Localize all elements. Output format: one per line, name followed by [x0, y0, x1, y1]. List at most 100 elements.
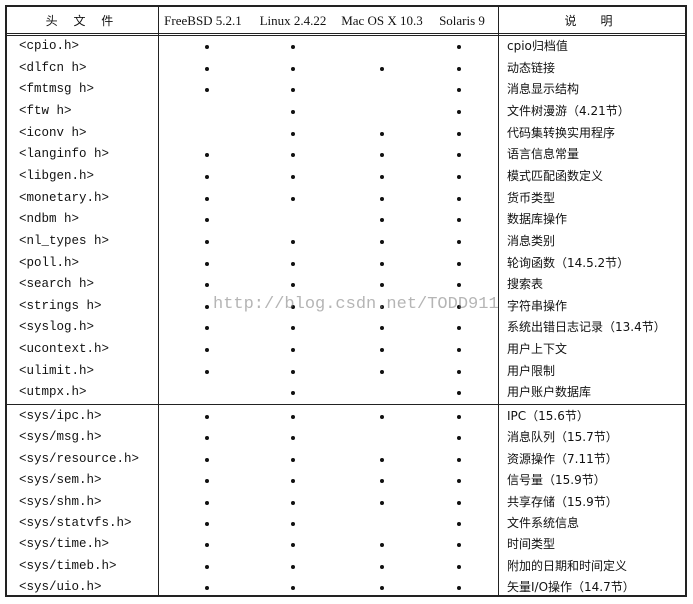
table-row: <utmpx.h> 用户账户数据库: [7, 382, 685, 404]
table-row: <ucontext.h> 用户上下文: [7, 339, 685, 361]
supported-bullet: [457, 239, 461, 244]
description: 用户限制: [507, 363, 556, 378]
description: 消息类别: [507, 233, 556, 248]
table-row: <dlfcn h> 动态链接: [7, 58, 685, 80]
header-file-name: <iconv h>: [19, 125, 87, 140]
supported-bullet: [291, 239, 295, 244]
supported-bullet: [291, 66, 295, 71]
header-file-name: <fmtmsg h>: [19, 82, 95, 97]
supported-bullet: [205, 500, 209, 505]
supported-bullet: [457, 436, 461, 441]
supported-bullet: [291, 479, 295, 484]
table-row: <langinfo h> 语言信息常量: [7, 144, 685, 166]
supported-bullet: [380, 543, 384, 548]
header-file: 头 文 件: [45, 14, 120, 28]
supported-bullet: [380, 479, 384, 484]
table-row: <strings h> 字符串操作: [7, 296, 685, 318]
supported-bullet: [291, 348, 295, 353]
header-macos: Mac OS X 10.3: [341, 13, 423, 28]
description: 用户账户数据库: [507, 385, 592, 400]
table-row: <sys/time.h> 时间类型: [7, 534, 685, 556]
header-file-name: <nl_types h>: [19, 233, 110, 248]
description: 动态链接: [507, 60, 556, 75]
supported-bullet: [291, 586, 295, 591]
supported-bullet: [291, 174, 295, 179]
supported-bullet: [457, 391, 461, 396]
description: 信号量（15.9节）: [507, 473, 606, 488]
supported-bullet: [457, 88, 461, 93]
supported-bullet: [205, 436, 209, 441]
supported-bullet: [291, 88, 295, 93]
supported-bullet: [291, 369, 295, 374]
supported-bullet: [380, 457, 384, 462]
supported-bullet: [380, 586, 384, 591]
supported-bullet: [457, 348, 461, 353]
supported-bullet: [457, 415, 461, 419]
supported-bullet: [205, 479, 209, 484]
table-row: <sys/ipc.h> IPC（15.6节）: [7, 406, 685, 428]
table-row: <poll.h> 轮询函数（14.5.2节）: [7, 253, 685, 275]
section-divider: [7, 404, 685, 405]
description: cpio归档值: [507, 39, 568, 53]
header-file-name: <poll.h>: [19, 255, 80, 270]
supported-bullet: [291, 131, 295, 136]
supported-bullet: [291, 564, 295, 569]
description: 搜索表: [507, 277, 544, 292]
header-file-name: <utmpx.h>: [19, 385, 87, 400]
description: 字符串操作: [507, 298, 568, 313]
table-row: <search h> 搜索表: [7, 274, 685, 296]
table-row: <sys/timeb.h> 附加的日期和时间定义: [7, 556, 685, 578]
supported-bullet: [291, 326, 295, 331]
supported-bullet: [205, 586, 209, 591]
header-file-name: <ftw h>: [19, 103, 72, 118]
supported-bullet: [457, 479, 461, 484]
description: 矢量I/O操作（14.7节）: [507, 580, 635, 595]
table-row: <sys/msg.h> 消息队列（15.7节）: [7, 427, 685, 449]
supported-bullet: [457, 586, 461, 591]
description: 时间类型: [507, 537, 556, 552]
supported-bullet: [457, 131, 461, 136]
supported-bullet: [457, 109, 461, 114]
header-file-name: <sys/shm.h>: [19, 494, 102, 509]
description: 附加的日期和时间定义: [507, 558, 628, 573]
header-description: 说 明: [564, 14, 619, 28]
header-file-name: <libgen.h>: [19, 168, 95, 183]
supported-bullet: [457, 326, 461, 331]
header-file-name: <sys/statvfs.h>: [19, 516, 132, 530]
supported-bullet: [205, 304, 209, 309]
table-row: <libgen.h> 模式匹配函数定义: [7, 166, 685, 188]
description: 货币类型: [507, 190, 556, 205]
supported-bullet: [205, 415, 209, 419]
table-row: <ulimit.h> 用户限制: [7, 361, 685, 383]
header-file-name: <sys/sem.h>: [19, 473, 102, 488]
supported-bullet: [380, 239, 384, 244]
supported-bullet: [380, 218, 384, 223]
table-row: <ftw h> 文件树漫游（4.21节）: [7, 101, 685, 123]
supported-bullet: [205, 174, 209, 179]
supported-bullet: [380, 174, 384, 179]
description: IPC（15.6节）: [507, 409, 589, 423]
supported-bullet: [457, 174, 461, 179]
supported-bullet: [291, 283, 295, 288]
description: 文件树漫游（4.21节）: [507, 103, 630, 118]
header-divider: [7, 35, 685, 36]
table-row: <syslog.h> 系统出错日志记录（13.4节）: [7, 317, 685, 339]
description: 共享存储（15.9节）: [507, 494, 618, 509]
column-divider: [158, 7, 159, 595]
supported-bullet: [205, 66, 209, 71]
table-row: <fmtmsg h> 消息显示结构: [7, 79, 685, 101]
header-file-name: <sys/time.h>: [19, 537, 110, 552]
supported-bullet: [457, 45, 461, 49]
supported-bullet: [291, 196, 295, 201]
supported-bullet: [205, 369, 209, 374]
table-row: <sys/uio.h> 矢量I/O操作（14.7节）: [7, 577, 685, 599]
header-file-name: <search h>: [19, 277, 95, 292]
table-row: <sys/sem.h> 信号量（15.9节）: [7, 470, 685, 492]
supported-bullet: [205, 543, 209, 548]
supported-bullet: [380, 196, 384, 201]
supported-bullet: [291, 261, 295, 266]
description: 消息显示结构: [507, 82, 580, 97]
supported-bullet: [205, 564, 209, 569]
description: 消息队列（15.7节）: [507, 430, 618, 445]
supported-bullet: [380, 261, 384, 266]
